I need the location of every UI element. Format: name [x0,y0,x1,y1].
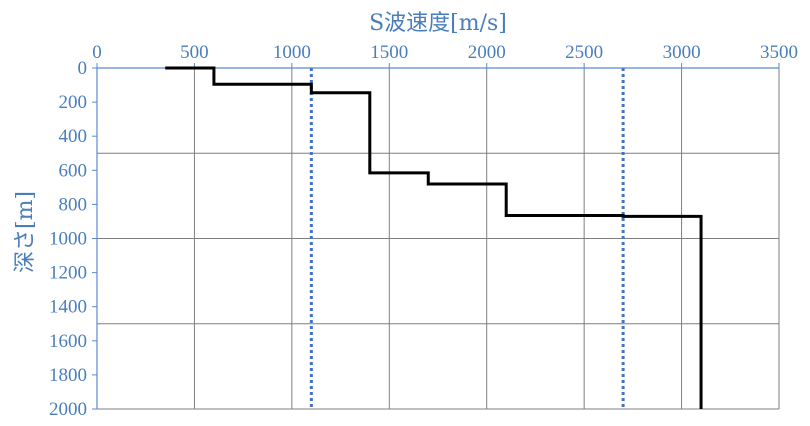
y-tick-label: 1000 [49,229,87,250]
y-axis-title: 深さ[m] [13,191,38,273]
x-tick-label: 1500 [370,42,408,63]
velocity-profile-line [165,66,703,409]
x-tick-label: 2500 [565,42,603,63]
y-tick-labels: 0 200 400 600 800 1000 1200 1400 1600 1800 2000 [49,58,87,420]
x-tick-labels: 0 500 1000 1500 2000 2500 3000 3500 [92,42,798,63]
x-tick-label: 2000 [468,42,506,63]
x-tick-label: 3000 [663,42,701,63]
y-tick-label: 800 [59,194,88,215]
y-tick-label: 400 [59,126,88,147]
y-tick-label: 1400 [49,297,87,318]
y-tick-label: 2000 [49,399,87,420]
y-tick-label: 1600 [49,331,87,352]
x-tick-label: 500 [180,42,209,63]
series [165,66,703,409]
y-tick-label: 1800 [49,365,87,386]
x-axis-title: S波速度[m/s] [369,11,507,36]
reference-lines [309,68,625,409]
x-tick-label: 0 [92,42,102,63]
y-tick-label: 0 [78,58,88,79]
gridlines [97,68,780,410]
y-tick-label: 1200 [49,263,87,284]
y-tick-label: 200 [59,92,88,113]
y-tick-label: 600 [59,160,88,181]
axes [92,63,780,410]
x-tick-label: 1000 [273,42,311,63]
x-tick-label: 3500 [760,42,798,63]
